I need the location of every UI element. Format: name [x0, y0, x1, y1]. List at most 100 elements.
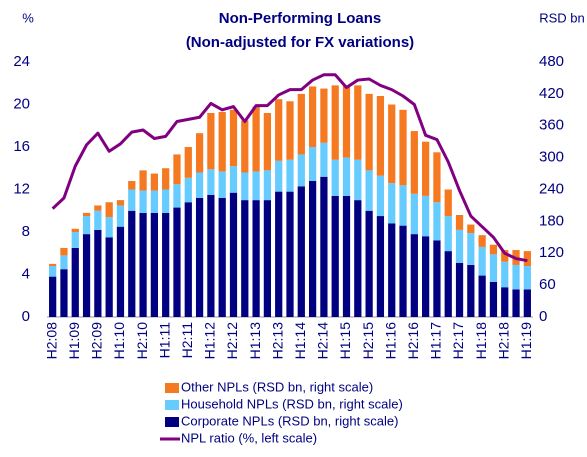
- bar-segment: [489, 254, 498, 282]
- x-tick-label: H1:19: [518, 322, 534, 360]
- bar-segment: [207, 169, 215, 195]
- x-tick-label: H2:08: [43, 322, 59, 360]
- bar-segment: [455, 215, 464, 230]
- bar-segment: [60, 255, 68, 270]
- x-tick-label: H2:09: [89, 322, 105, 360]
- bar-segment: [71, 232, 79, 248]
- bar-segment: [376, 216, 385, 317]
- bar-segment: [116, 205, 125, 227]
- y-tick-label: 4: [22, 265, 30, 282]
- x-tick-label: H2:14: [315, 322, 331, 360]
- bar-segment: [399, 225, 407, 317]
- bar-segment: [82, 212, 91, 217]
- x-tick-label: H2:13: [269, 322, 285, 360]
- bar-segment: [139, 190, 147, 213]
- bar-segment: [308, 181, 317, 317]
- legend-label: Household NPLs (RSD bn, right scale): [181, 396, 403, 411]
- bar-segment: [433, 240, 441, 317]
- bar-segment: [60, 247, 68, 256]
- bar-segment: [297, 186, 305, 317]
- bar-segment: [342, 157, 351, 196]
- x-tick-label: H2:18: [495, 322, 511, 360]
- x-tick-label: H1:13: [247, 322, 263, 360]
- legend-swatch: [165, 417, 179, 427]
- bar-segment: [354, 159, 362, 201]
- x-tick-label: H1:14: [292, 322, 308, 360]
- bar-segment: [71, 228, 79, 232]
- bar-segment: [49, 276, 57, 317]
- bar-segment: [229, 109, 238, 167]
- y2-axis-label: RSD bn: [539, 10, 585, 25]
- y-tick-label: 0: [22, 308, 30, 325]
- bar-segment: [467, 264, 475, 317]
- bar-segment: [523, 251, 531, 266]
- bar-segment: [297, 154, 305, 187]
- x-tick-label: H1:11: [156, 322, 172, 359]
- bar-segment: [252, 171, 260, 201]
- legend-label: NPL ratio (%, left scale): [181, 430, 317, 445]
- bar-segment: [399, 185, 407, 226]
- x-tick-label: H2:16: [405, 322, 421, 360]
- bar-segment: [501, 287, 509, 317]
- x-tick-label: H2:15: [360, 322, 376, 360]
- bar-segment: [365, 210, 373, 317]
- y-tick-label: 8: [22, 223, 30, 240]
- x-tick-label: H2:17: [450, 322, 466, 360]
- bar-segment: [94, 229, 102, 317]
- chart-title: Non-Performing Loans: [219, 10, 382, 27]
- bar-segment: [195, 133, 204, 173]
- bar-segment: [320, 176, 328, 317]
- bar-segment: [455, 229, 464, 263]
- bar-segment: [297, 93, 305, 155]
- bar-segment: [320, 88, 328, 143]
- bar-segment: [263, 113, 272, 171]
- bar-segment: [286, 101, 294, 160]
- bar-segment: [365, 170, 373, 211]
- x-tick-label: H1:10: [111, 322, 127, 360]
- bar-segment: [422, 141, 430, 196]
- bar-segment: [501, 261, 509, 288]
- bar-segment: [455, 262, 464, 317]
- bar-segment: [105, 217, 113, 238]
- bar-segment: [150, 212, 158, 317]
- bar-segment: [399, 109, 407, 186]
- bar-segment: [207, 113, 215, 170]
- bar-segment: [94, 210, 102, 230]
- bar-segment: [308, 147, 317, 181]
- y2-tick-label: 360: [539, 117, 564, 134]
- bar-segment: [501, 250, 509, 262]
- y-tick-label: 12: [13, 180, 30, 197]
- bar-segment: [410, 193, 418, 235]
- bar-segment: [342, 195, 351, 317]
- bar-segment: [263, 170, 272, 201]
- legend-label: Corporate NPLs (RSD bn, right scale): [181, 413, 398, 428]
- bar-segment: [173, 154, 181, 185]
- legend-swatch: [165, 400, 179, 410]
- bar-segment: [388, 183, 396, 224]
- bar-segment: [512, 289, 520, 317]
- bar-segment: [410, 234, 418, 317]
- bar-segment: [275, 99, 283, 161]
- bar-segment: [376, 175, 385, 217]
- bar-segment: [195, 172, 204, 198]
- x-tick-label: H1:18: [473, 322, 489, 360]
- bar-segment: [388, 223, 396, 317]
- y2-tick-label: 240: [539, 180, 564, 197]
- bar-segment: [241, 172, 249, 201]
- bar-segment: [478, 275, 486, 317]
- bar-segment: [263, 200, 272, 317]
- x-tick-label: H1:12: [202, 322, 218, 360]
- bar-segment: [218, 198, 226, 317]
- bar-segment: [49, 263, 57, 266]
- y2-tick-label: 180: [539, 212, 564, 229]
- bar-segment: [422, 195, 430, 237]
- bar-segment: [444, 251, 452, 317]
- y2-tick-label: 60: [539, 276, 556, 293]
- bar-segment: [444, 216, 452, 252]
- bar-segment: [376, 96, 385, 176]
- bar-segment: [444, 189, 452, 217]
- bar-segment: [116, 200, 125, 206]
- x-tick-label: H2:12: [224, 322, 240, 360]
- bar-segment: [275, 191, 283, 317]
